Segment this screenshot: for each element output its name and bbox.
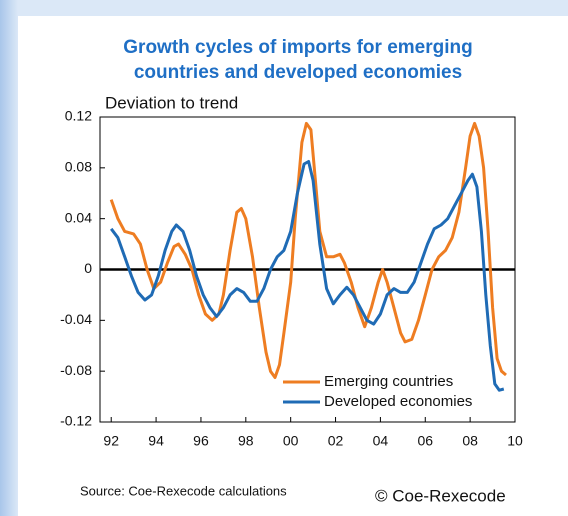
y-tick-label: 0.12 [65,108,92,124]
top-band [18,0,568,16]
x-tick-label: 00 [283,433,299,449]
x-tick-label: 06 [417,433,433,449]
x-tick-label: 04 [373,433,389,449]
x-tick-label: 96 [193,433,209,449]
x-tick-label: 10 [507,433,523,449]
y-tick-label: -0.04 [60,311,92,327]
legend-label: Developed economies [324,393,472,410]
legend-label: Emerging countries [324,373,453,390]
credit: © Coe-Rexecode [375,486,506,505]
source: Source: Coe-Rexecode calculations [80,483,287,498]
x-tick-label: 08 [462,433,478,449]
x-tick-label: 94 [148,433,164,449]
chart-title: Growth cycles of imports for emerging [123,37,472,58]
y-tick-label: 0 [84,260,92,276]
x-tick-label: 98 [238,433,254,449]
y-tick-label: -0.12 [60,413,92,429]
line [109,121,507,379]
y-axis-label: Deviation to trend [105,93,238,112]
x-tick-label: 92 [103,433,119,449]
y-tick-label: 0.08 [65,159,92,175]
chart-title: countries and developed economies [134,62,462,83]
y-tick-label: 0.04 [65,209,92,225]
x-tick-label: 02 [328,433,344,449]
line [110,160,505,392]
y-tick-label: -0.08 [60,362,92,378]
